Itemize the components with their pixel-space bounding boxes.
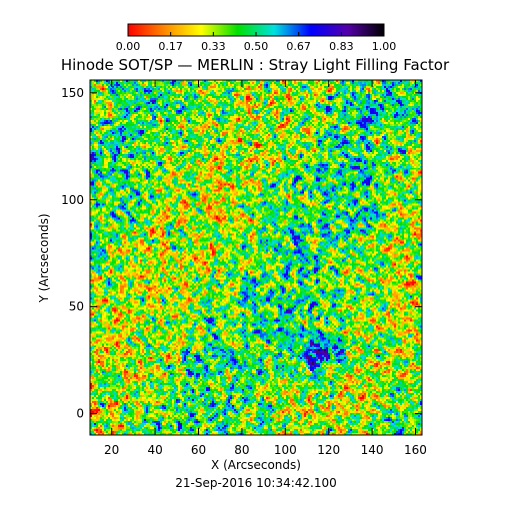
plot-frame	[89, 79, 423, 436]
colorbar-ticks: 0.00 0.17 0.33 0.50 0.67 0.83 1.00	[116, 32, 397, 53]
x-tick-label: 160	[404, 443, 427, 457]
timestamp-footer: 21-Sep-2016 10:34:42.100	[175, 476, 337, 490]
y-tick-label: 50	[69, 300, 84, 314]
colorbar-tick-label: 0.00	[116, 40, 141, 53]
x-axis: 20 40 60 80 100 120 140 160	[104, 80, 427, 457]
x-axis-label: X (Arcseconds)	[211, 458, 301, 472]
colorbar-tick-label: 0.33	[201, 40, 226, 53]
y-tick-label: 100	[61, 193, 84, 207]
colorbar-tick-label: 0.67	[286, 40, 311, 53]
y-axis-label: Y (Arcseconds)	[37, 213, 51, 303]
x-tick-label: 60	[191, 443, 206, 457]
chart-title: Hinode SOT/SP — MERLIN : Stray Light Fil…	[61, 56, 450, 74]
x-tick-label: 100	[274, 443, 297, 457]
x-tick-label: 40	[147, 443, 162, 457]
colorbar-tick-label: 0.17	[158, 40, 183, 53]
colorbar-tick-label: 1.00	[372, 40, 397, 53]
y-tick-label: 150	[61, 86, 84, 100]
x-tick-label: 80	[234, 443, 249, 457]
y-tick-label: 0	[76, 407, 84, 421]
x-tick-label: 120	[317, 443, 340, 457]
colorbar-tick-label: 0.83	[329, 40, 354, 53]
x-tick-label: 20	[104, 443, 119, 457]
heatmap-image	[90, 80, 422, 435]
x-tick-label: 140	[361, 443, 384, 457]
y-axis: 0 50 100 150	[61, 86, 422, 421]
colorbar-tick-label: 0.50	[244, 40, 269, 53]
